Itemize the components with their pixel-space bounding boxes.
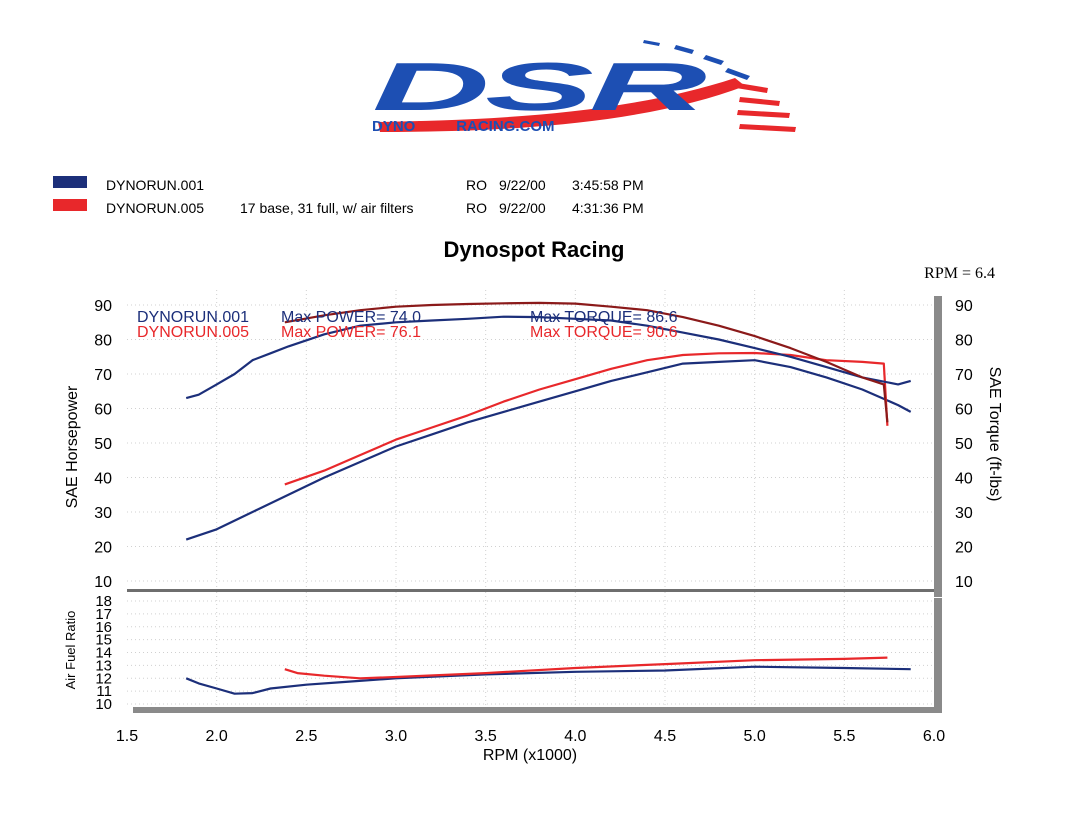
bottom-panel-frame	[127, 592, 934, 707]
series-line-power-dynorun-001	[185, 359, 912, 541]
y-tick-label-left: 70	[94, 367, 112, 384]
y-tick-label-afr: 10	[95, 696, 112, 713]
y-axis-label-right: SAE Torque (ft-lbs)	[986, 367, 1003, 502]
top-panel-annotations: DYNORUN.001 Max POWER= 74.0 Max TORQUE= …	[137, 309, 678, 341]
logo-letters: DSR	[372, 49, 707, 125]
x-tick-label: 5.0	[744, 728, 766, 745]
legend-swatch-run-005	[53, 199, 87, 211]
legend-run-date: 9/22/00	[499, 177, 546, 193]
x-tick-label: 4.0	[564, 728, 586, 745]
legend-run-code: RO	[466, 177, 487, 193]
legend-run-name: DYNORUN.001	[106, 177, 204, 193]
y-tick-label-afr: 16	[95, 619, 112, 636]
annotation-run-001-power: Max POWER= 74.0	[281, 309, 421, 326]
y-tick-label-afr: 13	[95, 657, 112, 674]
dsr-logo: DSR DYNOSPOTRACING.COM	[372, 40, 796, 135]
x-tick-label: 3.5	[475, 728, 497, 745]
grid-lines	[127, 290, 934, 707]
x-tick-label: 5.5	[833, 728, 855, 745]
annotation-run-005-power: Max POWER= 76.1	[281, 324, 421, 341]
y-tick-label-right: 60	[955, 402, 973, 419]
y-axis-label-left: SAE Horsepower	[64, 385, 81, 508]
y-tick-label-right: 30	[955, 505, 973, 522]
legend-run-code: RO	[466, 200, 487, 216]
annotation-run-005-name: DYNORUN.005	[137, 324, 249, 341]
series-line-torque-dynorun-005	[284, 301, 889, 423]
x-axis-label: RPM (x1000)	[483, 747, 577, 764]
y-tick-label-left: 10	[94, 574, 112, 591]
legend-run-time: 3:45:58 PM	[572, 177, 644, 193]
y-tick-label-right: 20	[955, 540, 973, 557]
y-tick-label-afr: 18	[95, 593, 112, 610]
header-legend: DYNORUN.001 RO 9/22/00 3:45:58 PM DYNORU…	[53, 176, 644, 216]
series-line-torque-dynorun-001	[185, 315, 911, 400]
legend-run-name: DYNORUN.005	[106, 200, 204, 216]
series-line-afr-dynorun-005	[284, 656, 888, 680]
legend-run-time: 4:31:36 PM	[572, 200, 644, 216]
y-tick-label-right: 50	[955, 436, 973, 453]
logo-domain: DYNOSPOTRACING.COM	[372, 118, 555, 135]
y-tick-label-left: 40	[94, 471, 112, 488]
x-tick-label: 3.0	[385, 728, 407, 745]
y-tick-label-right: 40	[955, 471, 973, 488]
legend-swatch-run-001	[53, 176, 87, 188]
y-tick-label-right: 70	[955, 367, 973, 384]
y-tick-label-afr: 11	[96, 683, 112, 700]
y-tick-label-right: 90	[955, 298, 973, 315]
y-tick-label-right: 10	[955, 574, 973, 591]
annotation-run-001-torque: Max TORQUE= 86.6	[530, 309, 678, 326]
annotation-run-001-name: DYNORUN.001	[137, 309, 249, 326]
annotation-run-005-torque: Max TORQUE= 90.6	[530, 324, 678, 341]
y-tick-label-left: 20	[94, 540, 112, 557]
legend-run-note: 17 base, 31 full, w/ air filters	[240, 200, 414, 216]
y-tick-label-afr: 14	[95, 645, 112, 662]
y-axis-label-afr: Air Fuel Ratio	[63, 611, 78, 690]
legend-row-run-001: DYNORUN.001 RO 9/22/00 3:45:58 PM	[53, 176, 644, 193]
series-line-power-dynorun-005	[284, 351, 889, 486]
chart-title: Dynospot Racing	[444, 237, 625, 262]
y-tick-label-left: 90	[94, 298, 112, 315]
legend-row-run-005: DYNORUN.005 17 base, 31 full, w/ air fil…	[53, 199, 644, 216]
y-tick-label-afr: 15	[95, 632, 112, 649]
x-tick-label: 4.5	[654, 728, 676, 745]
data-series	[185, 301, 912, 695]
y-tick-label-left: 60	[94, 402, 112, 419]
x-tick-label: 6.0	[923, 728, 945, 745]
axis-ticks: 1.5 2.0 2.5 3.0 3.5 4.0 4.5 5.0 5.5 6.0 90 90 80 80 70…	[94, 298, 973, 745]
y-tick-label-left: 50	[94, 436, 112, 453]
legend-run-date: 9/22/00	[499, 200, 546, 216]
rpm-readout: RPM = 6.4	[924, 265, 995, 282]
x-tick-label: 2.0	[206, 728, 228, 745]
logo-swoosh	[378, 78, 745, 132]
y-tick-label-afr: 17	[95, 606, 112, 623]
y-tick-label-left: 80	[94, 333, 112, 350]
series-line-afr-dynorun-001	[185, 665, 911, 695]
x-tick-label: 1.5	[116, 728, 138, 745]
y-tick-label-left: 30	[94, 505, 112, 522]
x-tick-label: 2.5	[295, 728, 317, 745]
y-tick-label-afr: 12	[95, 670, 112, 687]
y-tick-label-right: 80	[955, 333, 973, 350]
